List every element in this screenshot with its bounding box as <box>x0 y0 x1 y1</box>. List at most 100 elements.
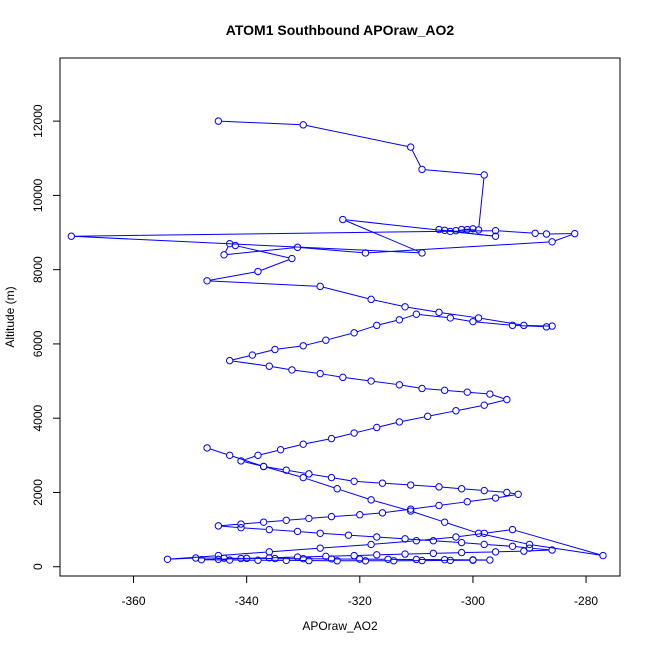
series-segment <box>210 271 255 281</box>
data-point <box>333 485 341 493</box>
series-segment <box>221 525 238 528</box>
data-point <box>214 555 223 563</box>
x-tick-label: -320 <box>348 594 372 608</box>
data-point <box>401 550 409 558</box>
series-segment <box>465 542 481 545</box>
data-point <box>254 267 262 276</box>
data-point <box>508 525 517 534</box>
series-segment <box>244 521 261 525</box>
data-point <box>305 514 313 523</box>
data-point <box>395 381 404 389</box>
data-point <box>599 551 607 560</box>
series-segment <box>74 235 419 254</box>
x-tick-label: -280 <box>574 594 598 608</box>
data-point <box>440 518 449 526</box>
series-segment <box>436 540 459 543</box>
data-point <box>440 386 449 395</box>
series-segment <box>323 286 368 299</box>
series-segment <box>74 230 493 237</box>
data-point <box>373 533 381 541</box>
series-segment <box>481 318 521 326</box>
series-segment <box>487 544 510 547</box>
series-segment <box>470 497 493 502</box>
data-point <box>350 477 358 486</box>
data-point <box>435 225 443 234</box>
series-segment <box>232 355 250 361</box>
series-segment <box>272 556 295 559</box>
series-segment <box>261 450 278 455</box>
series-segment <box>345 220 419 253</box>
data-point <box>192 554 200 562</box>
series-segment <box>210 448 227 455</box>
data-point <box>446 556 455 565</box>
series-segment <box>442 501 464 506</box>
series-segment <box>459 533 481 538</box>
data-point <box>418 556 426 565</box>
data-point <box>508 321 517 330</box>
data-point <box>367 295 375 304</box>
series-segment <box>221 523 238 527</box>
series-segment <box>408 552 430 555</box>
series-segment <box>233 360 266 367</box>
series-segment <box>532 544 600 556</box>
data-point <box>463 498 471 506</box>
series-segment <box>278 345 300 350</box>
series-segment <box>351 534 374 538</box>
data-point <box>480 540 488 549</box>
series-segment <box>357 481 379 484</box>
data-point <box>469 317 477 326</box>
data-point <box>237 554 245 563</box>
series-segment <box>301 247 363 254</box>
series-segment <box>301 555 323 558</box>
data-point <box>480 529 488 537</box>
data-point <box>457 225 466 234</box>
data-point <box>271 345 279 354</box>
series-segment <box>238 245 289 259</box>
data-point <box>474 226 483 234</box>
data-point <box>378 479 387 487</box>
data-point <box>418 384 426 393</box>
data-point <box>469 225 477 233</box>
data-point <box>491 232 500 240</box>
series-segment <box>255 349 272 355</box>
series-segment <box>272 366 289 370</box>
data-point <box>520 321 528 330</box>
data-point <box>435 308 443 317</box>
series-segment <box>476 321 510 326</box>
data-point <box>265 525 273 534</box>
series-segment <box>374 381 396 385</box>
data-point <box>520 547 528 555</box>
y-axis-label: Altitude (m) <box>3 286 17 347</box>
data-point <box>282 516 290 525</box>
plot-frame <box>59 57 621 577</box>
data-point <box>395 418 404 426</box>
data-point <box>457 548 466 557</box>
data-point <box>474 529 483 537</box>
data-point <box>418 165 426 174</box>
data-point <box>491 548 500 556</box>
series-segment <box>261 259 289 271</box>
series-segment <box>414 484 436 488</box>
series-segment <box>411 150 421 167</box>
data-point <box>322 336 330 344</box>
data-point <box>259 462 268 471</box>
data-point <box>429 549 438 558</box>
series-segment <box>419 314 447 319</box>
data-point <box>231 241 240 250</box>
data-point <box>446 227 455 236</box>
data-point <box>361 249 370 257</box>
data-point <box>203 277 211 285</box>
series-segment <box>380 320 397 326</box>
series-segment <box>413 511 442 522</box>
data-point <box>525 540 534 549</box>
series-segment <box>312 473 329 478</box>
data-point <box>259 518 268 526</box>
series-segment <box>334 433 351 439</box>
data-point <box>531 229 539 237</box>
data-point <box>299 473 307 482</box>
series-points <box>67 117 607 565</box>
series-segment <box>436 552 459 554</box>
series-segment <box>210 280 317 287</box>
data-point <box>327 473 336 482</box>
data-point <box>378 509 387 517</box>
